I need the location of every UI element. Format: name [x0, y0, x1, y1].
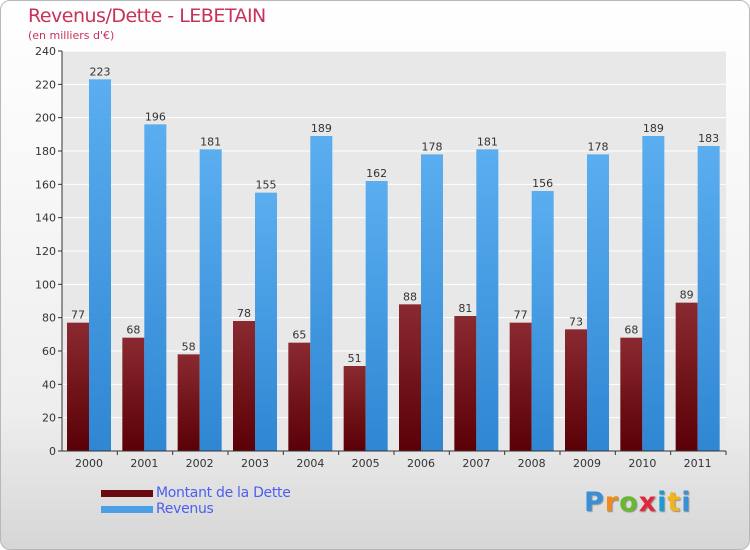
chart-subtitle: (en milliers d'€) [28, 29, 115, 42]
data-label-debt: 68 [624, 324, 638, 337]
bar-debt [343, 366, 366, 451]
data-label-revenue: 181 [477, 135, 498, 148]
bar-revenue [587, 154, 609, 452]
bars: 77 223 68 196 58 181 78 155 65 189 51 162 88 178 81 181… [67, 65, 720, 452]
bar-revenue [199, 149, 222, 452]
data-label-revenue: 162 [366, 167, 387, 180]
y-tick-label: 220 [35, 78, 56, 91]
bar-debt [233, 321, 255, 451]
y-tick-label: 240 [35, 45, 56, 58]
x-tick-label: 2005 [352, 457, 380, 470]
bar-revenue [642, 136, 665, 451]
x-tick-label: 2001 [130, 457, 158, 470]
y-tick-label: 200 [35, 112, 56, 125]
data-label-debt: 89 [680, 289, 694, 302]
data-label-revenue: 181 [200, 135, 221, 148]
legend-label-debt: Montant de la Dette [156, 485, 291, 501]
bar-revenue [310, 136, 333, 451]
x-tick-label: 2009 [573, 457, 601, 470]
legend-swatch-debt [101, 490, 153, 497]
grid-lines [62, 50, 726, 452]
logo-letter: x [638, 487, 658, 518]
data-label-revenue: 178 [422, 140, 443, 153]
data-label-revenue: 189 [643, 122, 664, 135]
bar-revenue [255, 192, 277, 451]
x-tick-label: 2011 [684, 457, 712, 470]
data-label-revenue: 223 [90, 65, 111, 78]
data-label-debt: 88 [403, 290, 417, 303]
data-label-revenue: 156 [532, 177, 553, 190]
bar-debt [509, 322, 532, 451]
x-tick-label: 2002 [186, 457, 214, 470]
y-tick-label: 20 [42, 412, 56, 425]
y-tick-label: 60 [42, 345, 56, 358]
x-tick-label: 2007 [462, 457, 490, 470]
data-label-revenue: 155 [256, 179, 277, 192]
y-axis: 0 20 40 60 80 100 120 140 160 180 200 220 240 [35, 45, 63, 458]
x-tick-label: 2003 [241, 457, 269, 470]
data-label-debt: 78 [237, 307, 251, 320]
y-tick-label: 120 [35, 245, 56, 258]
data-label-debt: 68 [126, 324, 140, 337]
bar-debt [454, 316, 477, 451]
data-label-debt: 77 [71, 309, 85, 322]
y-tick-label: 180 [35, 145, 56, 158]
bar-debt [67, 322, 89, 451]
x-tick-label: 2006 [407, 457, 435, 470]
bar-debt [177, 354, 200, 451]
bar-debt [565, 329, 587, 451]
logo-letter: r [604, 487, 620, 518]
logo-letter: o [619, 487, 639, 518]
data-label-debt: 65 [292, 329, 306, 342]
logo-letter: t [667, 487, 682, 518]
data-label-debt: 51 [348, 352, 362, 365]
bar-debt [288, 342, 311, 451]
data-label-debt: 73 [569, 315, 583, 328]
y-tick-label: 80 [42, 312, 56, 325]
logo-letter: i [657, 487, 668, 518]
bar-revenue [476, 149, 499, 452]
bar-debt [122, 337, 145, 451]
legend-label-revenue: Revenus [156, 501, 214, 517]
x-axis: 2000 2001 2002 2003 2004 2005 2006 2007 2008 2009… [62, 450, 727, 470]
y-tick-label: 40 [42, 378, 56, 391]
bar-revenue [89, 79, 111, 451]
bar-revenue [144, 124, 167, 451]
logo-letter: i [681, 487, 692, 518]
x-tick-label: 2010 [628, 457, 656, 470]
data-label-revenue: 196 [145, 110, 166, 123]
data-label-revenue: 189 [311, 122, 332, 135]
data-label-debt: 77 [514, 309, 528, 322]
x-tick-label: 2008 [518, 457, 546, 470]
data-label-revenue: 178 [588, 140, 609, 153]
y-tick-label: 160 [35, 178, 56, 191]
bar-debt [399, 304, 421, 451]
bar-revenue [697, 146, 720, 451]
legend-swatch-revenue [101, 506, 153, 513]
bar-debt [620, 337, 643, 451]
bar-revenue [365, 181, 388, 451]
data-label-debt: 81 [458, 302, 472, 315]
bar-revenue [531, 191, 554, 451]
chart-title: Revenus/Dette - LEBETAIN [28, 5, 266, 27]
data-label-revenue: 183 [698, 132, 719, 145]
y-tick-label: 0 [49, 445, 56, 458]
y-tick-label: 100 [35, 278, 56, 291]
proxiti-logo: Proxiti [584, 487, 692, 518]
bar-revenue [421, 154, 443, 452]
bar-debt [675, 302, 698, 451]
data-label-debt: 58 [182, 340, 196, 353]
x-tick-label: 2000 [75, 457, 103, 470]
x-tick-label: 2004 [296, 457, 324, 470]
y-tick-label: 140 [35, 212, 56, 225]
logo-letter: P [584, 487, 605, 518]
